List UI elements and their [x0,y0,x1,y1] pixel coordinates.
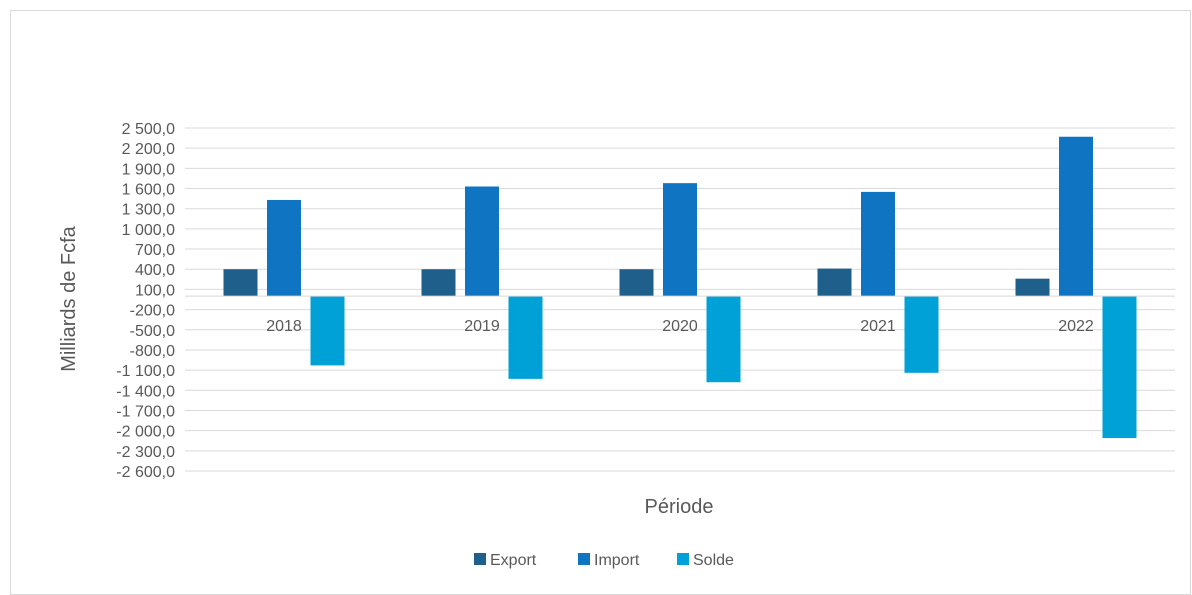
bars [223,136,1137,439]
chart-frame [10,10,1191,595]
y-tick-label: -2 000,0 [116,424,175,441]
bar-import-2021 [861,191,895,297]
bar-export-2020 [619,269,654,297]
y-axis-ticks: 2 500,0 2 200,0 1 900,0 1 600,0 1 300,0 1 000… [116,121,175,481]
bar-solde-2019 [508,296,543,379]
legend-label-export: Export [490,552,537,569]
y-tick-label: -1 100,0 [116,363,175,380]
y-tick-label: -500,0 [130,323,175,340]
y-tick-label: 1 600,0 [122,182,175,199]
x-category-label: 2018 [266,318,302,335]
legend: Export Import Solde [474,552,734,569]
legend-label-import: Import [594,552,640,569]
bar-export-2022 [1015,278,1050,297]
bar-export-2021 [817,268,852,297]
x-category-label: 2022 [1058,318,1094,335]
legend-label-solde: Solde [693,552,734,569]
legend-swatch-export [474,553,486,565]
bar-import-2018 [267,199,301,297]
bar-export-2019 [421,269,456,297]
bar-import-2022 [1059,136,1093,297]
bar-export-2018 [223,269,258,297]
x-axis-title: Période [645,496,714,518]
y-tick-label: -2 600,0 [116,464,175,481]
x-category-label: 2019 [464,318,500,335]
y-tick-label: 1 000,0 [122,222,175,239]
y-tick-label: 2 500,0 [122,121,175,138]
bar-import-2019 [465,186,499,297]
y-tick-label: -2 300,0 [116,444,175,461]
legend-swatch-import [578,553,590,565]
x-category-label: 2020 [662,318,698,335]
y-tick-label: 1 300,0 [122,202,175,219]
y-tick-label: 400,0 [135,262,175,279]
bar-import-2020 [663,183,697,297]
y-tick-label: 700,0 [135,242,175,259]
y-tick-label: -1 400,0 [116,383,175,400]
y-tick-label: -200,0 [130,303,175,320]
y-tick-label: 100,0 [135,282,175,299]
x-category-label: 2021 [860,318,896,335]
bar-solde-2018 [310,296,345,366]
bar-solde-2020 [706,296,741,383]
bar-solde-2022 [1102,296,1137,439]
bar-solde-2021 [904,296,939,373]
y-axis-title: Milliards de Fcfa [58,225,80,371]
legend-swatch-solde [677,553,689,565]
y-tick-label: -1 700,0 [116,403,175,420]
y-tick-label: -800,0 [130,343,175,360]
x-category-labels: 2018 2019 2020 2021 2022 [266,318,1094,335]
y-tick-label: 2 200,0 [122,141,175,158]
y-tick-label: 1 900,0 [122,161,175,178]
